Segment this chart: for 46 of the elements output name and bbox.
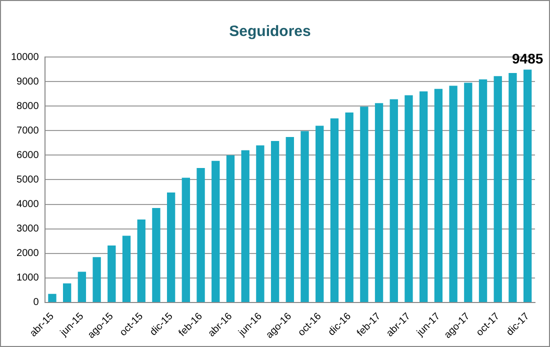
bar [241,150,250,302]
y-tick-label: 5000 [16,174,40,186]
bar [300,131,309,302]
y-tick-label: 7000 [16,125,40,136]
bar [78,272,86,302]
bar [360,106,368,302]
bar [166,192,176,302]
bar [390,99,398,302]
y-tick-label: 8000 [16,100,40,112]
bar [478,79,488,302]
y-tick-label: 4000 [16,199,40,210]
bar [226,155,235,302]
bar [345,112,354,302]
data-label: 9485 [512,50,544,66]
y-tick-label: 6000 [16,150,40,161]
bar [508,72,517,302]
bar [404,95,413,302]
bar [212,160,220,302]
bar [152,208,160,302]
bar [63,283,72,302]
chart-title: Seguidores [229,23,311,40]
y-tick-label: 1000 [16,272,40,284]
bar [137,220,146,302]
bar [92,257,101,302]
y-tick-label: 3000 [16,224,40,235]
bar [122,236,131,302]
y-tick-label: 2000 [16,248,40,260]
bar [48,294,56,302]
bar [449,86,458,302]
bar [330,118,339,302]
bar [494,76,502,302]
y-tick-label: 9000 [16,76,40,88]
y-tick-label: 10000 [10,52,40,63]
bar [196,168,205,302]
bar [256,145,264,302]
bar [182,178,190,302]
bar [434,88,443,302]
bar [286,137,294,302]
bar [374,103,384,302]
bar [523,70,532,302]
bar [420,91,428,302]
y-tick-label: 0 [33,297,40,308]
bar [108,246,116,302]
bar [464,82,472,302]
bar [316,126,324,302]
bar [270,140,280,302]
